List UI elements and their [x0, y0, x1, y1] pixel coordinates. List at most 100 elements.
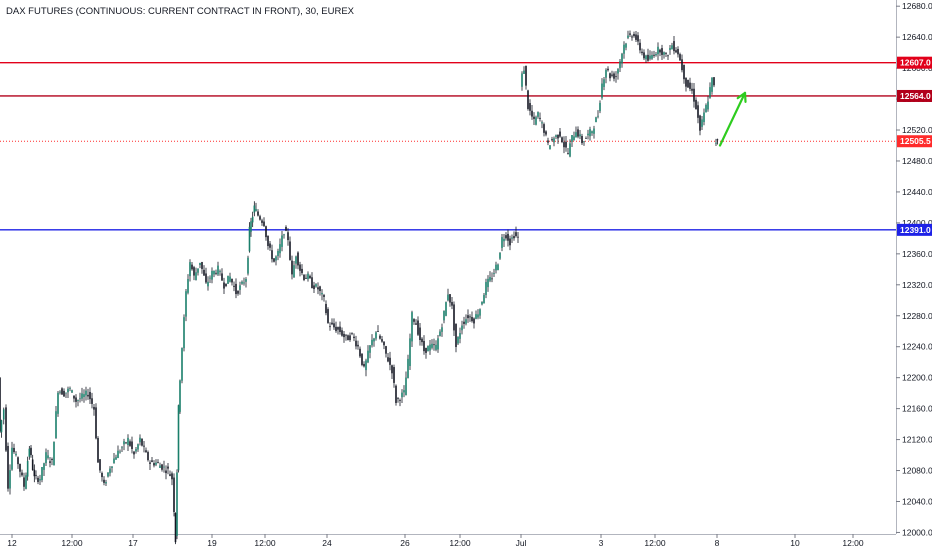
candle-body — [571, 135, 573, 142]
candle-body — [549, 145, 551, 150]
candle-body — [123, 441, 125, 445]
candle-body — [85, 390, 87, 396]
candle-body — [139, 437, 141, 443]
candle-body — [689, 82, 691, 89]
candle-body — [329, 326, 331, 328]
candle-body — [51, 458, 53, 460]
candle-body — [573, 136, 575, 141]
candle-body — [585, 138, 587, 139]
candle-body — [171, 473, 173, 480]
candle-body — [457, 337, 459, 344]
candle-body — [693, 88, 695, 102]
candle-body — [663, 52, 665, 55]
candle-body — [641, 51, 643, 54]
x-tick-label: 17 — [128, 538, 138, 548]
candle-body — [499, 252, 501, 259]
level-price-label: 12391.0 — [900, 225, 931, 235]
candle-body — [357, 344, 359, 347]
candle-body — [469, 316, 471, 318]
candle-body — [157, 462, 159, 463]
candle-body — [177, 405, 180, 471]
candle-body — [11, 447, 13, 470]
candle-body — [415, 323, 417, 325]
candle-body — [159, 465, 161, 468]
arrow-shaft — [718, 91, 747, 147]
candle-body — [163, 466, 165, 468]
candle-body — [437, 338, 439, 350]
candle-body — [677, 48, 679, 55]
candle-body — [675, 50, 677, 53]
candle-body — [343, 333, 345, 338]
candle-body — [79, 398, 81, 400]
candle-body — [103, 479, 105, 483]
y-tick-label: 12280.0 — [902, 311, 932, 321]
candle-body — [209, 277, 211, 279]
candle-body — [355, 340, 357, 347]
candle-body — [707, 101, 709, 110]
candle-body — [645, 55, 647, 60]
candle-body — [373, 338, 375, 342]
candle-body — [25, 475, 27, 489]
candle-body — [31, 459, 34, 470]
candle-body — [351, 332, 353, 334]
candle-body — [643, 52, 645, 59]
candle-body — [591, 131, 593, 134]
candle-body — [525, 65, 527, 86]
y-tick-label: 12000.0 — [902, 527, 932, 537]
candle-body — [279, 244, 281, 254]
candle-body — [559, 131, 561, 137]
x-tick-label: 12:00 — [254, 538, 276, 548]
candle-body — [363, 363, 365, 367]
candle-body — [423, 340, 425, 352]
y-tick-label: 12080.0 — [902, 466, 932, 476]
candle-body — [703, 112, 705, 123]
candle-body — [183, 317, 185, 349]
candle-body — [375, 332, 377, 339]
candle-body — [391, 365, 393, 374]
candle-body — [493, 273, 495, 275]
candle-body — [523, 70, 525, 74]
candle-body — [195, 272, 197, 281]
candle-body — [359, 348, 361, 357]
candle-body — [93, 406, 95, 410]
candle-body — [411, 312, 413, 342]
candle-body — [303, 274, 305, 280]
x-tick-label: 12:00 — [644, 538, 666, 548]
candle-body — [637, 35, 639, 42]
x-tick-label: 12:00 — [842, 538, 864, 548]
candle-body — [447, 294, 449, 301]
candle-body — [635, 34, 637, 40]
candle-body — [503, 238, 505, 242]
candle-body — [153, 463, 155, 466]
candle-body — [174, 513, 177, 543]
candle-body — [57, 392, 59, 414]
candle-body — [405, 377, 407, 396]
candle-body — [337, 327, 339, 330]
y-tick-label: 12440.0 — [902, 187, 932, 197]
candle-body — [445, 302, 447, 316]
candle-body — [705, 105, 707, 113]
candle-body — [197, 268, 199, 273]
candle-body — [99, 459, 101, 471]
candle-body — [245, 278, 247, 282]
candle-body — [669, 48, 671, 50]
candle-body — [247, 257, 249, 274]
candle-body — [487, 278, 489, 288]
candle-body — [203, 269, 205, 276]
candle-body — [281, 235, 283, 247]
candle-body — [331, 322, 333, 325]
candle-body — [541, 122, 543, 124]
candle-body — [229, 276, 231, 282]
candle-body — [513, 236, 515, 239]
candle-body — [243, 282, 245, 284]
candle-body — [509, 238, 511, 246]
candle-body — [13, 447, 15, 453]
candle-body — [701, 119, 703, 127]
candle-body — [147, 452, 149, 461]
candle-body — [45, 452, 47, 464]
candle-body — [277, 250, 279, 257]
candle-body — [659, 49, 661, 53]
candle-body — [149, 462, 151, 464]
candle-body — [621, 53, 623, 64]
candle-body — [339, 326, 341, 332]
